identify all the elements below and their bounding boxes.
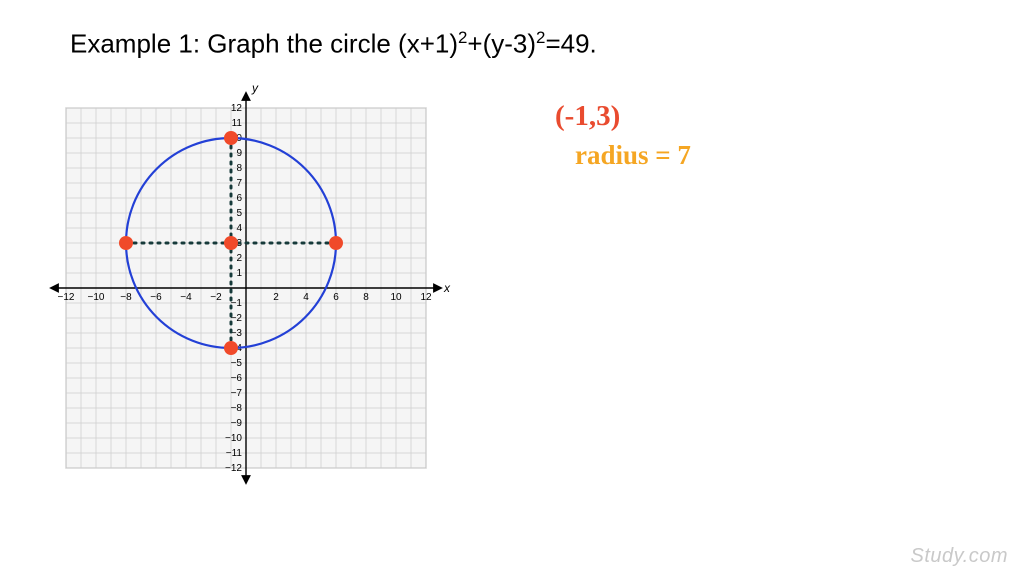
svg-text:4: 4 [236, 223, 242, 234]
center-text: (-1,3) [555, 100, 620, 132]
svg-text:8: 8 [363, 292, 369, 303]
svg-text:11: 11 [232, 118, 243, 129]
radius-text: radius = 7 [575, 140, 691, 170]
title-mid: +(y-3) [467, 29, 536, 59]
title-prefix: Example 1: Graph the circle (x+1) [70, 29, 458, 59]
svg-text:−10: −10 [225, 433, 242, 444]
svg-text:−4: −4 [180, 292, 192, 303]
svg-text:−8: −8 [120, 292, 132, 303]
watermark: Study.com [911, 545, 1009, 568]
graph: −12−10−8−6−4−224681012−12−11−10−9−8−7−6−… [36, 78, 456, 503]
svg-text:2: 2 [236, 253, 242, 264]
svg-text:−12: −12 [58, 292, 75, 303]
svg-text:−2: −2 [210, 292, 222, 303]
svg-text:−10: −10 [88, 292, 105, 303]
annotation-radius: radius = 7 [575, 140, 691, 171]
page-title: Example 1: Graph the circle (x+1)2+(y-3)… [70, 28, 597, 60]
svg-text:8: 8 [236, 163, 242, 174]
svg-text:−9: −9 [231, 418, 243, 429]
svg-text:9: 9 [236, 148, 242, 159]
svg-text:10: 10 [390, 292, 402, 303]
svg-text:4: 4 [303, 292, 309, 303]
svg-text:6: 6 [333, 292, 339, 303]
title-sup1: 2 [458, 28, 467, 47]
svg-text:−6: −6 [231, 373, 243, 384]
svg-text:5: 5 [236, 208, 242, 219]
svg-text:6: 6 [236, 193, 242, 204]
svg-text:−5: −5 [231, 358, 243, 369]
coordinate-grid: −12−10−8−6−4−224681012−12−11−10−9−8−7−6−… [36, 78, 456, 498]
svg-text:y: y [251, 81, 259, 95]
svg-text:x: x [443, 281, 451, 295]
svg-text:12: 12 [231, 103, 243, 114]
svg-text:−6: −6 [150, 292, 162, 303]
svg-text:−11: −11 [226, 448, 243, 459]
svg-text:12: 12 [420, 292, 432, 303]
title-suffix: =49. [545, 29, 596, 59]
annotation-center: (-1,3) [555, 100, 620, 133]
svg-text:−12: −12 [225, 463, 242, 474]
svg-text:7: 7 [236, 178, 242, 189]
svg-text:−8: −8 [231, 403, 243, 414]
svg-text:2: 2 [273, 292, 279, 303]
svg-text:1: 1 [236, 268, 242, 279]
svg-text:−7: −7 [231, 388, 243, 399]
